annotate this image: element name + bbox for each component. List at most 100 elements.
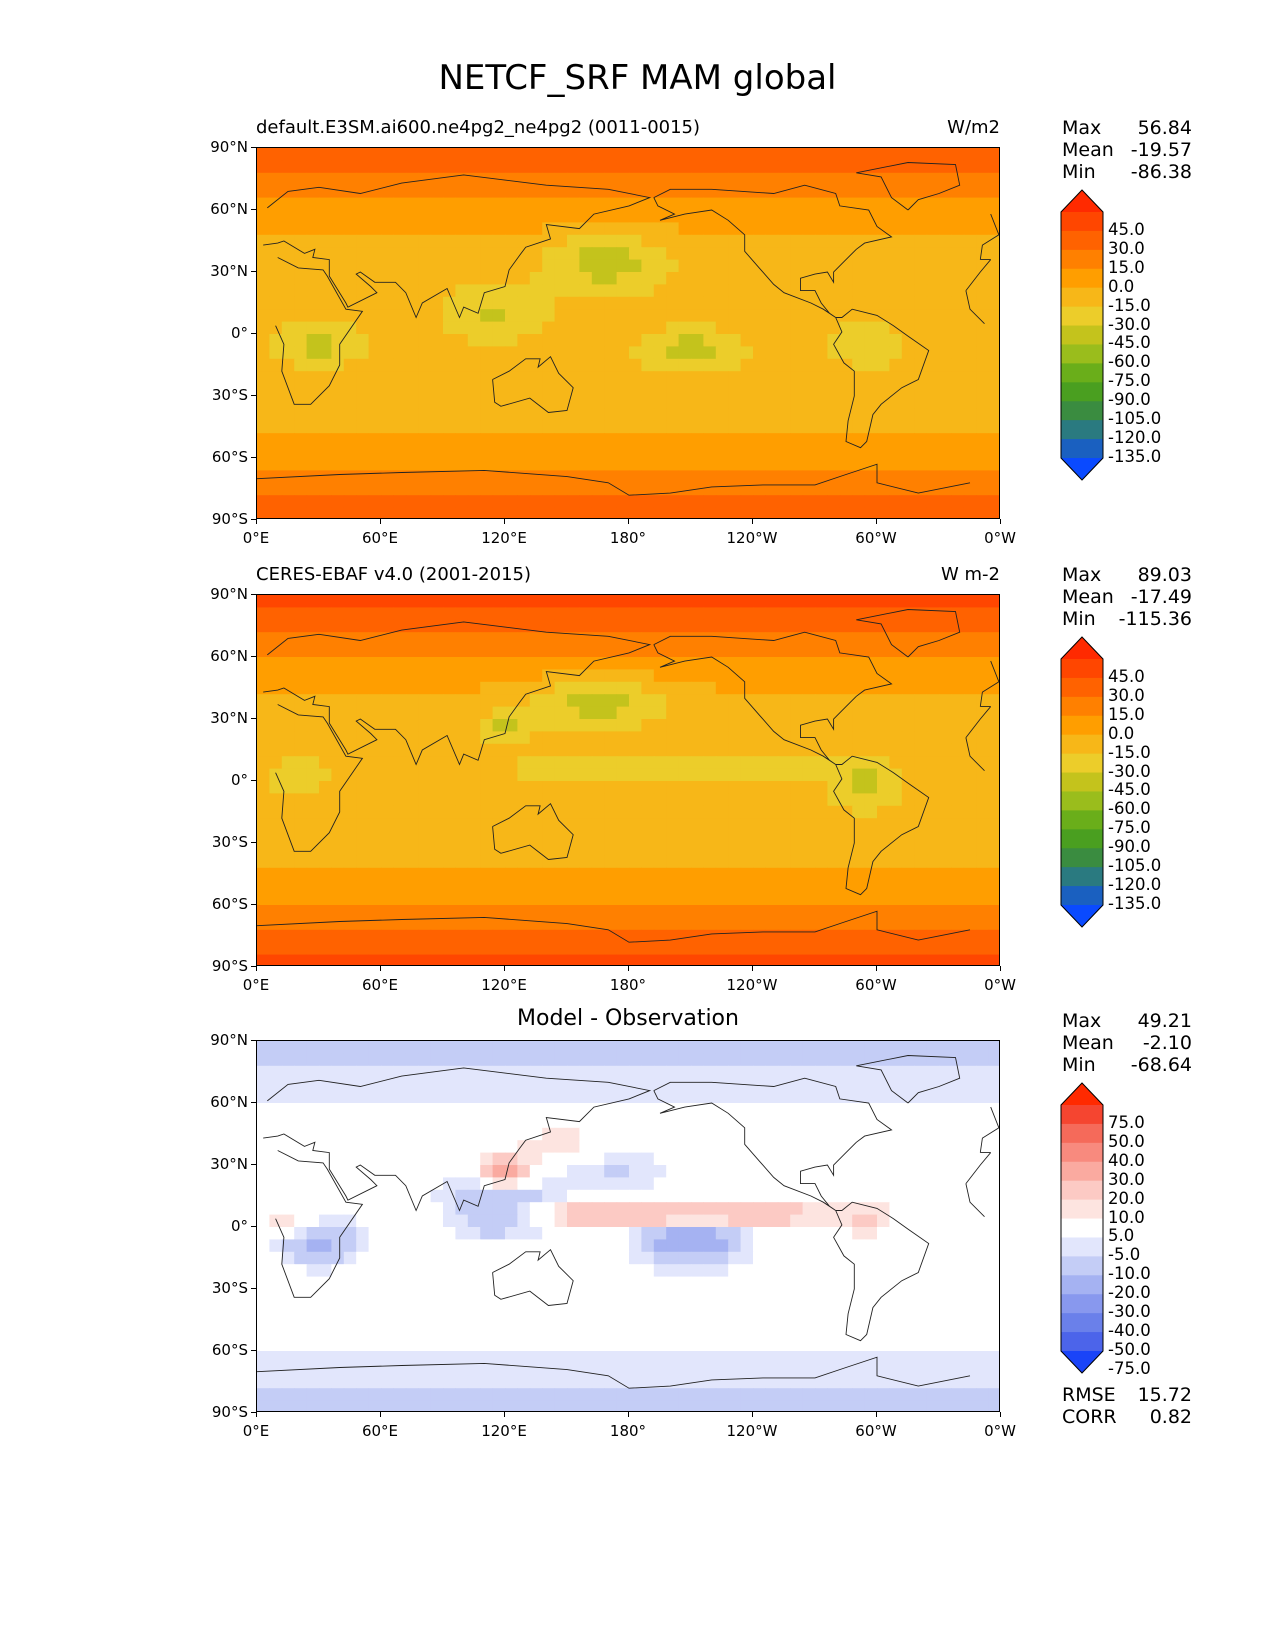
field-cell	[666, 234, 680, 248]
field-cell	[529, 1103, 543, 1116]
field-cell	[926, 272, 940, 285]
map-svg[interactable]	[257, 148, 1000, 519]
field-cell	[765, 942, 779, 956]
field-cell	[281, 1152, 295, 1166]
map-plot[interactable]	[256, 147, 1000, 519]
field-cell	[455, 321, 469, 335]
field-cell	[331, 657, 345, 670]
field-cell	[678, 1140, 692, 1154]
field-cell	[381, 1115, 394, 1129]
field-cell	[579, 1065, 593, 1079]
field-cell	[331, 284, 345, 298]
field-cell	[963, 1264, 977, 1278]
field-cell	[257, 892, 270, 906]
field-cell	[567, 321, 580, 335]
map-plot[interactable]	[256, 594, 1000, 966]
field-cell	[914, 954, 928, 965]
field-cell	[306, 793, 320, 807]
field-cell	[418, 632, 432, 646]
field-cell	[269, 1041, 283, 1054]
field-cell	[492, 210, 506, 223]
field-cell	[393, 358, 407, 372]
field-cell	[591, 1177, 605, 1191]
field-cell	[839, 793, 853, 807]
map-svg[interactable]	[257, 595, 1000, 966]
field-cell	[802, 1239, 816, 1253]
field-cell	[381, 1202, 394, 1216]
field-cell	[591, 607, 605, 621]
field-cell	[877, 818, 890, 832]
field-cell	[815, 346, 828, 360]
field-cell	[976, 1152, 990, 1166]
field-cell	[381, 272, 394, 285]
field-cell	[629, 1276, 642, 1290]
field-cell	[281, 1053, 295, 1067]
field-cell	[666, 1152, 680, 1166]
field-cell	[988, 793, 999, 807]
field-cell	[294, 694, 308, 708]
field-cell	[653, 1189, 667, 1203]
field-cell	[691, 433, 704, 447]
field-cell	[678, 470, 692, 484]
field-cell	[579, 445, 593, 459]
field-cell	[281, 1289, 295, 1302]
map-svg[interactable]	[257, 1041, 1000, 1412]
field-cell	[777, 321, 791, 335]
field-cell	[914, 160, 928, 174]
field-cell	[331, 669, 345, 683]
field-cell	[678, 706, 692, 720]
field-cell	[542, 1177, 556, 1191]
field-cell	[653, 334, 667, 347]
field-cell	[790, 495, 804, 509]
field-cell	[393, 309, 407, 323]
field-cell	[567, 1053, 580, 1067]
field-cell	[839, 259, 853, 273]
field-cell	[740, 719, 754, 732]
field-cell	[728, 470, 742, 484]
field-cell	[269, 694, 283, 708]
field-cell	[405, 954, 419, 965]
field-cell	[517, 867, 531, 881]
field-cell	[269, 731, 283, 745]
field-cell	[653, 917, 667, 931]
field-cell	[343, 383, 357, 397]
field-cell	[492, 482, 506, 496]
field-cell	[306, 1053, 320, 1067]
field-cell	[467, 1041, 481, 1054]
field-cell	[852, 1214, 866, 1228]
field-cell	[728, 867, 742, 881]
field-cell	[740, 272, 754, 285]
field-cell	[604, 595, 618, 608]
field-cell	[418, 1227, 432, 1240]
field-cell	[455, 669, 469, 683]
stat-row: Max 89.03	[1062, 564, 1192, 586]
field-cell	[951, 210, 965, 223]
field-cell	[629, 1090, 642, 1104]
field-cell	[356, 507, 370, 518]
field-cell	[852, 1165, 866, 1178]
field-cell	[492, 334, 506, 347]
field-cell	[529, 234, 543, 248]
field-cell	[852, 644, 866, 658]
field-cell	[368, 495, 382, 509]
field-cell	[467, 929, 481, 943]
field-cell	[839, 1276, 853, 1290]
field-cell	[393, 234, 407, 248]
field-cell	[815, 259, 828, 273]
field-cell	[963, 222, 977, 236]
map-plot[interactable]	[256, 1040, 1000, 1412]
field-cell	[554, 706, 568, 720]
field-cell	[740, 843, 754, 856]
field-cell	[963, 1239, 977, 1253]
field-cell	[331, 1214, 345, 1228]
field-cell	[257, 247, 270, 261]
field-cell	[604, 818, 618, 832]
field-cell	[542, 148, 556, 161]
field-cell	[455, 234, 469, 248]
field-cell	[827, 408, 841, 422]
field-cell	[567, 507, 580, 518]
field-cell	[790, 160, 804, 174]
field-cell	[567, 210, 580, 223]
field-cell	[393, 272, 407, 285]
field-cell	[604, 1202, 618, 1216]
